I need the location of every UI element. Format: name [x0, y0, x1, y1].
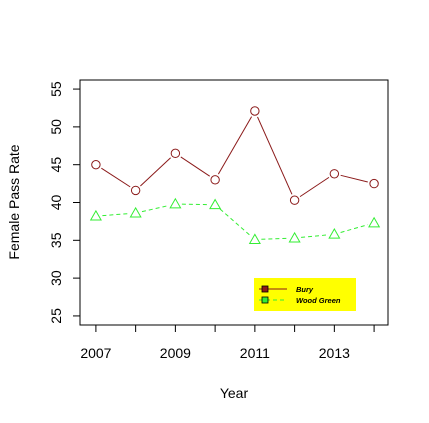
series-bury [91, 106, 379, 205]
data-point [130, 185, 141, 196]
x-axis-label: Year [220, 385, 249, 401]
y-tick-label: 30 [48, 270, 64, 286]
y-tick-label: 35 [48, 232, 64, 248]
y-tick-label: 55 [48, 81, 64, 97]
data-point [209, 198, 222, 210]
series-segment [301, 234, 328, 238]
data-point [368, 216, 381, 228]
series-segment [141, 204, 170, 213]
x-tick-label: 2013 [319, 345, 350, 361]
series-segment [217, 116, 253, 175]
series-segment [261, 237, 289, 240]
x-tick-label: 2011 [240, 345, 270, 361]
y-tick-label: 25 [48, 308, 64, 324]
y-axis-label: Female Pass Rate [6, 144, 22, 259]
x-tick-label: 2007 [80, 345, 111, 361]
data-point [169, 197, 182, 209]
legend: Bury Wood Green [254, 278, 356, 311]
data-point [129, 206, 142, 218]
series-wood-green [89, 197, 381, 244]
series-segment [257, 116, 293, 195]
series-segment [101, 167, 131, 188]
series-layer [89, 106, 381, 244]
data-point [91, 159, 101, 170]
series-segment [340, 224, 368, 233]
data-point [210, 175, 220, 185]
y-tick-label: 40 [48, 195, 64, 211]
series-segment [102, 213, 130, 217]
x-axis: 2007 2009 2011 2013 [80, 324, 375, 361]
series-segment [340, 174, 368, 183]
legend-marker-bury [261, 285, 269, 293]
data-point [289, 195, 300, 205]
x-tick-label: 2009 [160, 345, 191, 361]
series-segment [180, 156, 210, 177]
legend-label-bury: Bury [296, 285, 314, 294]
data-point [170, 148, 181, 159]
y-axis: 25 30 35 40 45 50 55 [48, 81, 81, 324]
legend-box [254, 278, 356, 311]
data-point [248, 233, 261, 244]
legend-marker-wood-green [261, 296, 269, 304]
y-tick-label: 45 [48, 157, 64, 173]
series-segment [299, 176, 330, 198]
data-point [89, 209, 102, 221]
data-point [329, 169, 340, 179]
data-point [288, 231, 301, 243]
series-segment [219, 208, 251, 236]
data-point [250, 106, 260, 116]
data-point [369, 178, 379, 189]
data-point [328, 228, 341, 239]
y-tick-label: 50 [48, 119, 64, 135]
series-segment [181, 203, 209, 206]
series-segment [140, 157, 171, 187]
legend-label-wood-green: Wood Green [296, 296, 341, 305]
